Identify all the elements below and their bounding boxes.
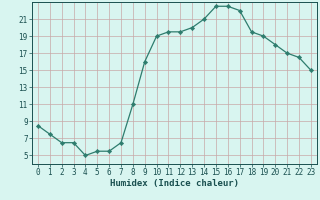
- X-axis label: Humidex (Indice chaleur): Humidex (Indice chaleur): [110, 179, 239, 188]
